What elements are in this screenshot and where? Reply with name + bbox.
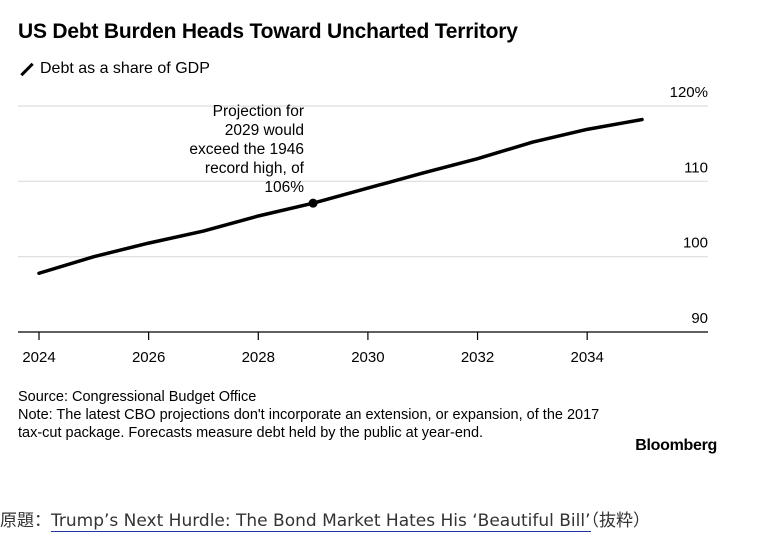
legend-label: Debt as a share of GDP [40, 60, 210, 77]
x-tick-label: 2032 [461, 349, 494, 366]
chart-title: US Debt Burden Heads Toward Uncharted Te… [18, 20, 518, 43]
x-tick-label: 2026 [132, 349, 165, 366]
annotation-line: 106% [264, 179, 304, 196]
chart-annotation: Projection for 2029 would exceed the 194… [150, 102, 304, 197]
annotation-line: 2029 would [224, 122, 304, 139]
x-tick-label: 2024 [22, 349, 55, 366]
highlight-point [308, 198, 318, 208]
annotation-line: record high, of [204, 160, 304, 177]
y-tick-label: 100 [683, 235, 708, 252]
bloomberg-logo: Bloomberg [635, 437, 717, 454]
series-line [37, 117, 644, 275]
annotation-line: exceed the 1946 [189, 141, 304, 158]
x-tick-label: 2028 [242, 349, 275, 366]
y-tick-label: 110 [684, 159, 708, 176]
source-note: Source: Congressional Budget Office [18, 389, 257, 405]
annotation-line: Projection for [212, 103, 304, 120]
y-tick-label: 120% [670, 84, 708, 101]
y-tick-label: 90 [691, 310, 708, 327]
caption-suffix: （抜粋） [590, 511, 651, 531]
methodology-note: Note: The latest CBO projections don't i… [18, 407, 600, 441]
x-tick-label: 2034 [570, 349, 603, 366]
legend: Debt as a share of GDP [18, 60, 210, 78]
x-tick-label: 2030 [351, 349, 384, 366]
chart-footer: Source: Congressional Budget Office Note… [18, 388, 608, 442]
article-caption: 原題：Trump’s Next Hurdle: The Bond Market … [0, 506, 651, 532]
article-link[interactable]: Trump’s Next Hurdle: The Bond Market Hat… [51, 511, 591, 532]
caption-prefix: 原題： [0, 511, 51, 531]
